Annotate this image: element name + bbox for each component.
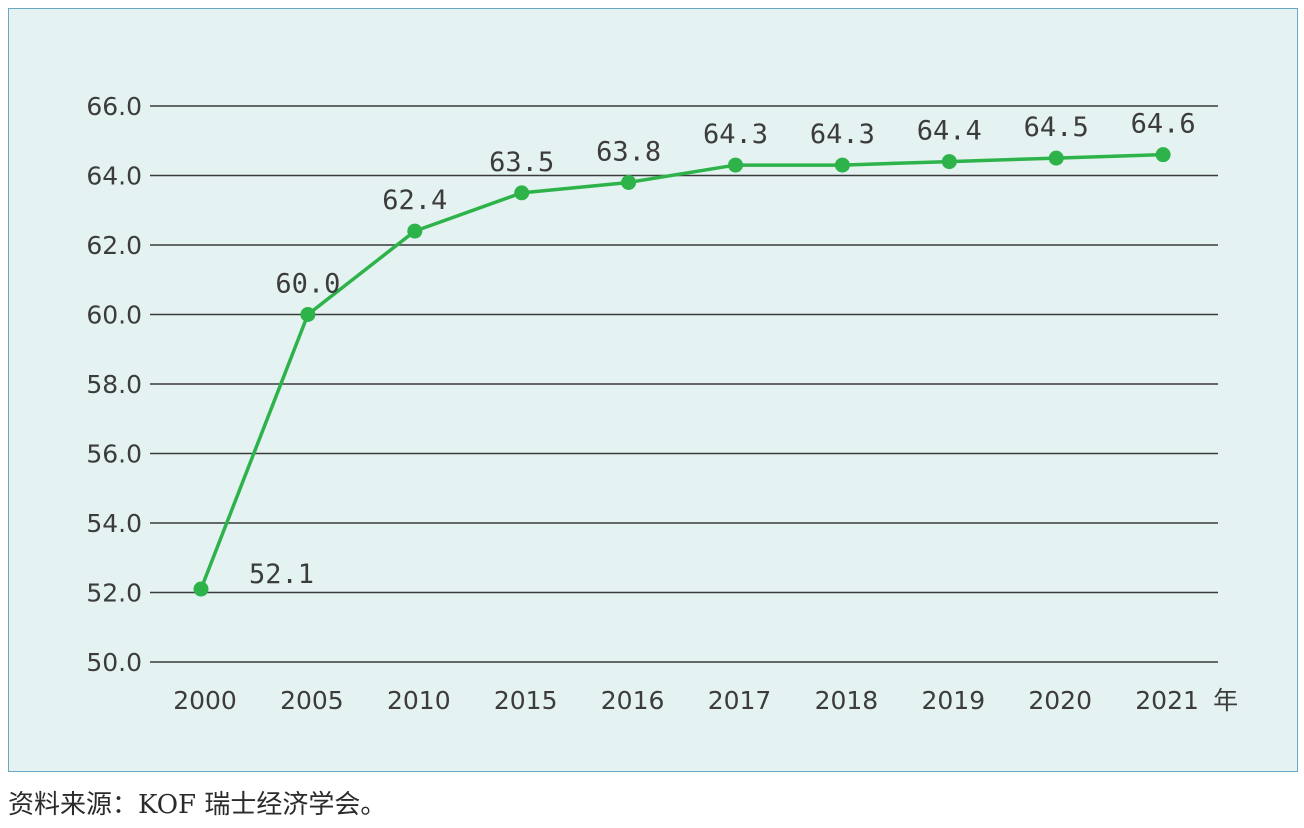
y-tick-label: 52.0 bbox=[86, 579, 142, 608]
x-axis-unit: 年 bbox=[1213, 686, 1238, 715]
y-tick-label: 54.0 bbox=[86, 509, 142, 538]
x-tick-label: 2019 bbox=[921, 686, 985, 715]
x-tick-label: 2020 bbox=[1028, 686, 1092, 715]
data-label: 63.5 bbox=[489, 147, 554, 178]
data-label: 64.5 bbox=[1024, 112, 1089, 143]
x-tick-label: 2015 bbox=[494, 686, 558, 715]
data-point bbox=[193, 581, 209, 597]
data-point bbox=[728, 157, 743, 173]
x-axis-ticks: 2000 2005 2010 2015 2016 2017 2018 2019 2020 2021… bbox=[173, 686, 1238, 715]
data-labels: 52.1 60.0 62.4 63.5 63.8 64.3 64.3 64.4 64.5 64.6 bbox=[249, 109, 1196, 590]
y-axis-ticks: 50.0 52.0 54.0 56.0 58.0 60.0 62.0 64.0 66.0 bbox=[86, 92, 142, 677]
data-point bbox=[407, 223, 423, 239]
y-tick-label: 66.0 bbox=[86, 92, 142, 121]
x-tick-label: 2021 bbox=[1135, 686, 1199, 715]
data-point bbox=[621, 174, 637, 190]
x-tick-label: 2010 bbox=[387, 686, 451, 715]
series-points bbox=[193, 147, 1171, 597]
x-tick-label: 2018 bbox=[815, 686, 879, 715]
data-point bbox=[1155, 147, 1171, 163]
data-label: 60.0 bbox=[275, 269, 340, 300]
data-label: 64.3 bbox=[703, 119, 768, 150]
data-point bbox=[1048, 150, 1064, 166]
line-chart: 50.0 52.0 54.0 56.0 58.0 60.0 62.0 64.0 66.0 200… bbox=[86, 92, 1238, 715]
data-label: 63.8 bbox=[596, 136, 661, 167]
data-point bbox=[941, 154, 957, 170]
y-tick-label: 60.0 bbox=[86, 301, 142, 330]
data-point bbox=[514, 185, 530, 201]
y-tick-label: 64.0 bbox=[86, 162, 142, 191]
y-tick-label: 56.0 bbox=[86, 440, 142, 469]
x-tick-label: 2016 bbox=[601, 686, 665, 715]
data-label: 52.1 bbox=[249, 559, 314, 590]
data-label: 64.4 bbox=[917, 116, 982, 147]
x-tick-label: 2017 bbox=[708, 686, 772, 715]
chart-panel bbox=[8, 8, 1298, 772]
grid-lines bbox=[150, 105, 1218, 663]
series-line-path bbox=[199, 152, 1164, 590]
data-label: 64.3 bbox=[810, 119, 875, 150]
x-tick-label: 2000 bbox=[173, 686, 237, 715]
data-label: 62.4 bbox=[382, 185, 447, 216]
data-label: 64.6 bbox=[1131, 109, 1196, 140]
source-note: 资料来源：KOF 瑞士经济学会。 bbox=[8, 790, 387, 820]
y-tick-label: 50.0 bbox=[86, 648, 142, 677]
data-point bbox=[834, 157, 850, 173]
series-line bbox=[199, 152, 1164, 590]
data-point bbox=[300, 307, 316, 322]
y-tick-label: 58.0 bbox=[86, 370, 142, 399]
y-tick-label: 62.0 bbox=[86, 231, 142, 260]
x-tick-label: 2005 bbox=[280, 686, 344, 715]
